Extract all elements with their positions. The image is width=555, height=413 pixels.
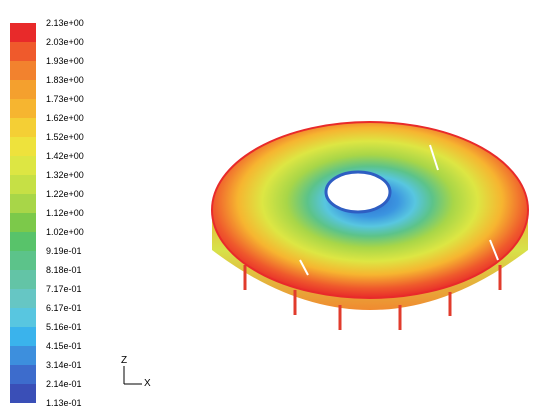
axis-triad: Z X <box>116 356 166 396</box>
legend-swatch <box>10 175 36 194</box>
legend-label: 7.17e-01 <box>46 284 82 294</box>
legend-swatch <box>10 194 36 213</box>
z-axis-label: Z <box>121 355 128 366</box>
legend-swatch <box>10 137 36 156</box>
legend-swatch <box>10 118 36 137</box>
legend-swatch <box>10 384 36 403</box>
legend-label: 4.15e-01 <box>46 341 82 351</box>
legend-label: 5.16e-01 <box>46 322 82 332</box>
legend-swatch <box>10 61 36 80</box>
legend-swatch <box>10 308 36 327</box>
legend-label: 1.93e+00 <box>46 56 84 66</box>
legend-swatch <box>10 346 36 365</box>
legend-label: 3.14e-01 <box>46 360 82 370</box>
legend-swatch <box>10 365 36 384</box>
axis-triad-lines <box>123 366 142 385</box>
legend-label: 1.52e+00 <box>46 132 84 142</box>
legend-swatch <box>10 232 36 251</box>
seam-line-right <box>489 239 499 261</box>
legend-label: 1.32e+00 <box>46 170 84 180</box>
legend-swatch <box>10 99 36 118</box>
center-hole <box>324 170 392 214</box>
disc-contour-render <box>211 121 529 330</box>
legend-label: 1.83e+00 <box>46 75 84 85</box>
legend-label: 1.02e+00 <box>46 227 84 237</box>
seam-line-left <box>299 259 309 276</box>
legend-label: 6.17e-01 <box>46 303 82 313</box>
legend-swatch <box>10 80 36 99</box>
legend-label: 1.73e+00 <box>46 94 84 104</box>
legend-label: 2.14e-01 <box>46 379 82 389</box>
legend-swatch <box>10 270 36 289</box>
x-axis-label: X <box>144 378 151 389</box>
legend-label: 1.12e+00 <box>46 208 84 218</box>
legend-label: 9.19e-01 <box>46 246 82 256</box>
legend-label: 1.42e+00 <box>46 151 84 161</box>
legend-swatch <box>10 42 36 61</box>
legend-swatch <box>10 251 36 270</box>
side-ribs <box>243 265 502 330</box>
legend-swatch <box>10 23 36 42</box>
legend-label: 8.18e-01 <box>46 265 82 275</box>
legend-swatch <box>10 327 36 346</box>
legend-swatch <box>10 213 36 232</box>
legend-label: 2.13e+00 <box>46 18 84 28</box>
legend-label: 1.22e+00 <box>46 189 84 199</box>
color-legend: 2.13e+00 2.03e+00 1.93e+00 1.83e+00 1.73e+00… <box>10 18 130 408</box>
legend-label: 1.13e-01 <box>46 398 82 408</box>
legend-swatch <box>10 156 36 175</box>
seam-line-top <box>429 144 439 171</box>
legend-label: 2.03e+00 <box>46 37 84 47</box>
legend-swatch <box>10 289 36 308</box>
legend-label: 1.62e+00 <box>46 113 84 123</box>
